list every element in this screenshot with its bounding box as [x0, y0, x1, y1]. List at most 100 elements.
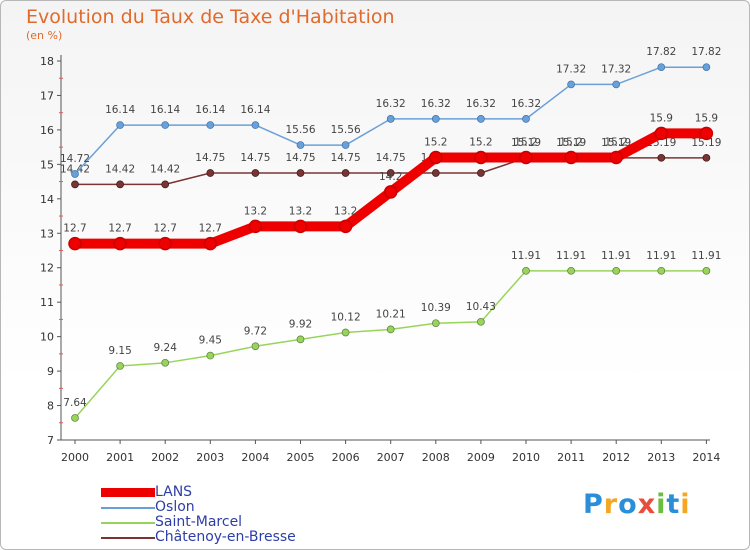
x-tick-label: 2010	[512, 451, 540, 464]
data-label: 10.21	[376, 308, 406, 320]
data-point	[251, 342, 260, 351]
data-label: 9.15	[108, 345, 131, 357]
data-label: 16.14	[195, 104, 225, 116]
x-tick-label: 2013	[647, 451, 675, 464]
data-point	[522, 266, 530, 275]
legend-label: Oslon	[155, 499, 195, 515]
data-point	[71, 414, 79, 422]
legend-swatch	[101, 522, 155, 524]
data-label: 16.32	[421, 98, 451, 110]
data-label: 12.7	[108, 223, 131, 235]
data-point	[386, 115, 395, 123]
data-label: 10.39	[421, 302, 451, 314]
data-point	[296, 169, 305, 177]
data-point	[71, 180, 79, 189]
data-label: 17.32	[556, 63, 586, 75]
data-label: 16.32	[376, 98, 406, 110]
data-point	[657, 266, 666, 275]
x-tick-label: 2007	[377, 451, 405, 464]
data-label: 15.56	[331, 124, 361, 136]
data-point	[612, 80, 621, 89]
y-tick-label: 15	[40, 158, 54, 171]
legend-label: Saint-Marcel	[155, 514, 243, 530]
data-label: 11.91	[691, 250, 721, 262]
data-label: 9.92	[289, 318, 312, 330]
data-point	[383, 185, 398, 199]
logo-letter: i	[680, 489, 691, 520]
data-point	[248, 219, 263, 234]
data-label: 12.7	[199, 223, 222, 235]
y-tick-label: 18	[40, 55, 54, 68]
data-label: 14.75	[285, 152, 315, 164]
data-label: 15.2	[424, 136, 447, 148]
data-label: 14.75	[240, 152, 270, 164]
data-point	[341, 328, 350, 337]
data-point	[431, 319, 440, 328]
data-label: 15.9	[695, 112, 718, 124]
data-label: 15.19	[601, 137, 631, 149]
logo-letter: P	[583, 489, 604, 520]
legend-label: Châtenoy-en-Bresse	[155, 529, 296, 545]
data-point	[567, 80, 575, 89]
data-point	[474, 150, 488, 165]
data-point	[113, 236, 127, 251]
data-label: 15.9	[650, 112, 673, 124]
logo-letter: x	[637, 489, 657, 520]
y-tick-label: 8	[47, 400, 54, 413]
x-tick-label: 2002	[151, 451, 179, 464]
data-label: 9.72	[244, 325, 267, 337]
data-label: 15.19	[556, 137, 586, 149]
data-point	[609, 150, 623, 165]
data-point	[68, 236, 82, 251]
data-label: 16.14	[105, 104, 135, 116]
data-point	[71, 170, 79, 178]
data-label: 9.24	[154, 342, 178, 354]
series-oslon: 14.72 16.14 16.14 16.14 16.14 15.56 15.56 16.32…	[60, 46, 721, 178]
data-label: 16.14	[240, 104, 270, 116]
data-label: 11.91	[511, 250, 541, 262]
x-tick-label: 2004	[241, 451, 269, 464]
series-lans: 12.7 12.7 12.7 12.7 13.2 13.2 13.2 14.2 15.2 15.2…	[63, 112, 718, 251]
data-point	[206, 169, 215, 177]
data-label: 11.91	[601, 250, 631, 262]
legend-label: LANS	[155, 484, 193, 500]
y-tick-label: 10	[40, 331, 54, 344]
y-tick-label: 12	[40, 262, 54, 275]
data-label: 11.91	[646, 250, 676, 262]
data-label: 15.56	[285, 124, 315, 136]
data-label: 14.75	[376, 152, 406, 164]
data-point	[699, 126, 714, 141]
data-point	[702, 266, 711, 275]
data-point	[116, 180, 124, 189]
data-point	[657, 153, 666, 162]
data-label: 13.2	[244, 205, 267, 217]
data-label: 17.82	[646, 46, 676, 58]
data-point	[567, 266, 575, 275]
data-point	[251, 121, 260, 129]
legend-swatch	[101, 507, 155, 509]
data-label: 17.32	[601, 63, 631, 75]
data-label: 12.7	[63, 223, 86, 235]
data-label: 16.14	[150, 104, 180, 116]
logo-letter: i	[656, 489, 667, 520]
data-point	[612, 266, 621, 275]
y-tick-label: 17	[40, 89, 54, 102]
data-point	[702, 63, 711, 72]
logo-letter: t	[666, 489, 681, 520]
x-tick-label: 2011	[557, 451, 585, 464]
data-point	[477, 317, 485, 326]
x-tick-label: 2012	[602, 451, 630, 464]
logo-letter: o	[618, 489, 638, 520]
data-label: 12.7	[154, 223, 177, 235]
x-tick-label: 2008	[422, 451, 450, 464]
data-label: 13.2	[334, 205, 357, 217]
data-point	[522, 115, 530, 123]
data-point	[293, 219, 308, 234]
data-label: 14.42	[150, 163, 180, 175]
y-tick-label: 16	[40, 124, 54, 137]
proxiti-logo: Proxiti	[583, 489, 691, 520]
data-point	[386, 169, 395, 177]
data-point	[341, 141, 350, 149]
data-label: 13.2	[289, 205, 312, 217]
